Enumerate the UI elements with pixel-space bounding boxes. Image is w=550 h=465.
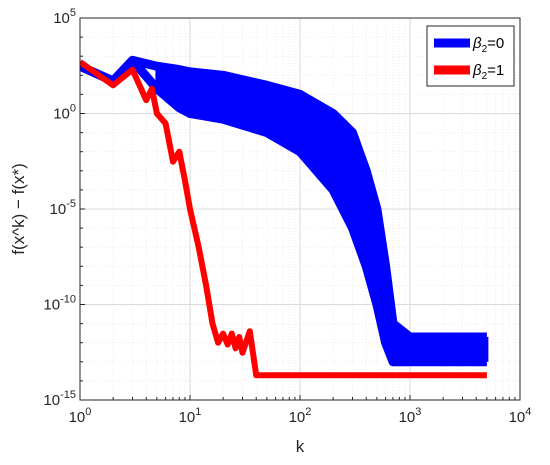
legend-label-beta2-0: β2=0: [472, 35, 504, 55]
series-group: [80, 55, 489, 379]
x-tick-label: 102: [289, 406, 312, 426]
x-tick-label: 100: [69, 406, 92, 426]
x-tick-label: 104: [509, 406, 532, 426]
tick-labels: 100 101 102 103 104 105 100 10-5 10-10 10-15: [43, 7, 531, 426]
x-tick-label: 101: [179, 406, 202, 426]
y-tick-label: 10-10: [43, 294, 76, 314]
plot-area: [80, 55, 489, 379]
series-beta2-1: [80, 59, 487, 379]
y-tick-label: 105: [53, 7, 76, 27]
legend-label-beta2-1: β2=1: [472, 62, 504, 82]
ticks: [79, 17, 516, 401]
x-axis-label: k: [296, 437, 305, 456]
legend-box: [426, 25, 515, 87]
y-tick-label: 10-15: [43, 389, 76, 409]
y-tick-label: 10-5: [50, 198, 76, 218]
y-axis-label: f(x^k) − f(x*): [9, 163, 28, 255]
series-beta2-0-oscillation: [155, 66, 489, 362]
y-tick-label: 100: [53, 103, 76, 123]
legend: β2=0 β2=1: [426, 25, 515, 87]
x-tick-label: 103: [399, 406, 422, 426]
